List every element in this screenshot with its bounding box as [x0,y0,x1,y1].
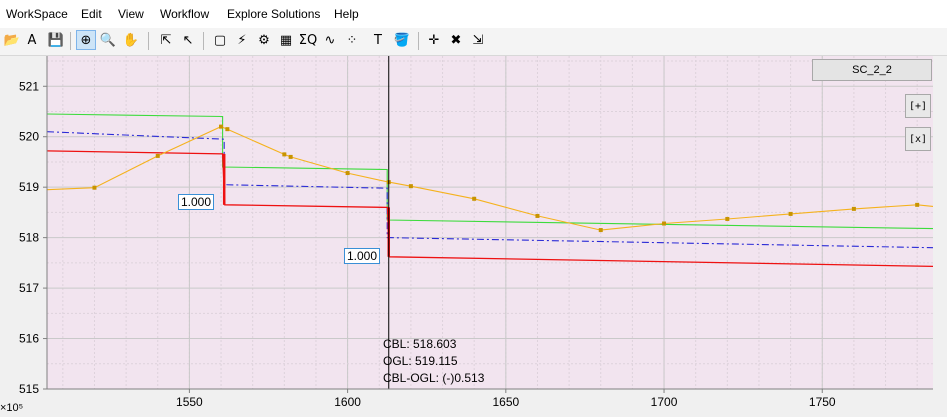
series-line-red [46,150,934,268]
data-point-marker [155,153,160,158]
annotation-label[interactable]: 1.000 [344,248,381,264]
menu-edit[interactable]: Edit [81,7,102,21]
menu-view[interactable]: View [118,7,144,21]
paint-bucket-icon[interactable]: 🪣 [393,32,411,48]
data-point-marker [851,206,856,211]
grid-view-icon[interactable]: ▦ [279,32,293,48]
zoom-icon[interactable]: 🔍 [99,32,117,48]
data-point-marker [288,154,293,159]
save-icon[interactable]: 💾 [47,32,65,48]
menu-workspace[interactable]: WorkSpace [6,7,68,21]
text-style-icon[interactable]: A [27,32,37,48]
profile-plot-panel: 515 516 517 518 519 520 521 1550 1600 1650 1700 175… [0,56,947,417]
data-point-marker [225,127,230,132]
y-tick-label: 519 [19,180,39,194]
data-point-marker [788,211,793,216]
data-point-marker [219,124,224,129]
scenario-button[interactable]: SC_2_2 [812,59,932,81]
y-tick-label: 516 [19,332,39,346]
toolbar-separator [148,32,149,50]
zoom-in-icon[interactable]: ⊕ [76,30,96,50]
x-tick-label: 1600 [334,395,361,409]
data-point-marker [915,202,920,207]
toolbar-separator [70,32,71,50]
pointer-icon[interactable]: ↖ [182,32,194,48]
data-point-marker [345,171,350,176]
delete-point-icon[interactable]: ✖ [450,32,462,48]
series-line-green [46,113,934,230]
export-icon[interactable]: ⇲ [472,32,484,48]
select-data-icon[interactable]: ⇱ [160,32,172,48]
readout-cbl: CBL: 518.603 [383,337,457,351]
add-point-icon[interactable]: ✛ [428,32,440,48]
data-point-marker [662,221,667,226]
settings-gear-icon[interactable]: ⚙ [258,32,270,48]
text-tool-icon[interactable]: T [374,32,382,48]
data-point-marker [472,196,477,201]
y-tick-label: 517 [19,281,39,295]
menu-workflow[interactable]: Workflow [160,7,210,21]
profile-chart[interactable]: 515 516 517 518 519 520 521 1550 1600 1650 1700 175… [0,56,947,417]
y-tick-label: 521 [19,79,39,93]
data-point-marker [598,228,603,233]
x-tick-label: 1550 [176,395,203,409]
series-line-blue [46,131,934,249]
scatter-icon[interactable]: ⁘ [346,32,358,48]
expand-button[interactable]: [+] [905,94,931,118]
y-tick-label: 520 [19,130,39,144]
x-tick-label: 1750 [809,395,836,409]
toolbar: 📂 A 💾 ⊕ 🔍 ✋ ⇱ ↖ ▢ ⚡ ⚙ ▦ ΣQ ∿ ⁘ T 🪣 ✛ ✖ ⇲ [0,28,947,56]
pan-hand-icon[interactable]: ✋ [122,32,140,48]
line-graph-icon[interactable]: ∿ [324,32,336,48]
menu-bar: WorkSpace Edit View Workflow Explore Sol… [0,0,947,28]
x-multiplier: ×10⁵ [0,402,24,414]
data-point-marker [408,184,413,189]
open-folder-icon[interactable]: 📂 [3,32,21,48]
annotation-label[interactable]: 1.000 [178,194,215,210]
y-tick-label: 515 [19,382,39,396]
menu-explore-solutions[interactable]: Explore Solutions [227,7,321,21]
data-point-marker [725,216,730,221]
plot-background [47,56,933,389]
toolbar-separator [418,32,419,50]
data-point-marker [92,185,97,190]
data-point-marker [535,213,540,218]
close-button[interactable]: [x] [905,127,931,151]
profile-tool-icon[interactable]: ⚡ [237,32,247,48]
menu-help[interactable]: Help [334,7,359,21]
readout-difference: CBL-OGL: (-)0.513 [383,371,485,385]
y-tick-label: 518 [19,231,39,245]
readout-ogl: OGL: 519.115 [383,354,458,368]
x-tick-label: 1650 [492,395,519,409]
x-tick-label: 1700 [651,395,678,409]
data-point-marker [282,152,287,157]
toolbar-separator [203,32,204,50]
sigma-icon[interactable]: ΣQ [298,32,318,48]
new-page-icon[interactable]: ▢ [213,32,227,48]
